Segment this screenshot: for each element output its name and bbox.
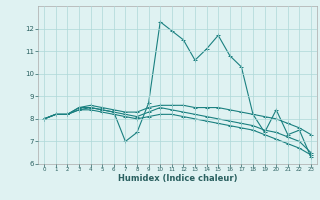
X-axis label: Humidex (Indice chaleur): Humidex (Indice chaleur)	[118, 174, 237, 183]
